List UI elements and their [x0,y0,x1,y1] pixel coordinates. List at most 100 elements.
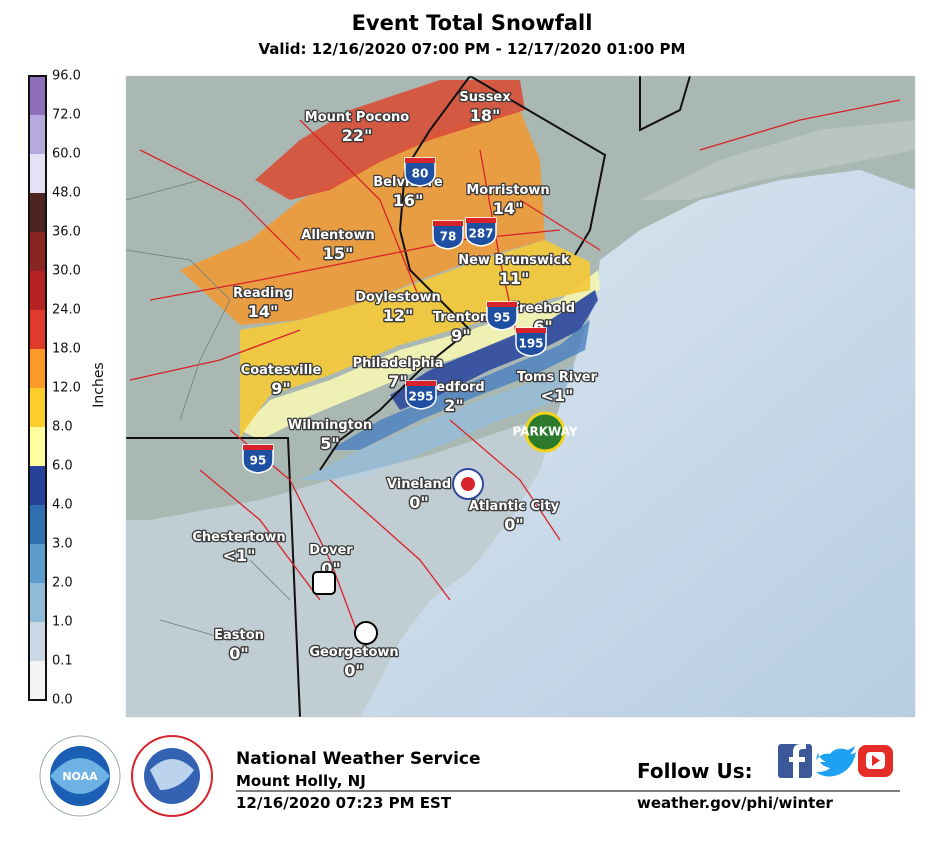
snow-amount: 0" [504,515,523,534]
issued: 12/16/2020 07:23 PM EST [236,794,452,812]
highway [149,119,561,641]
legend-label: Inches [91,362,107,407]
place-name: Easton [214,628,264,643]
nws-logo [131,735,213,817]
legend-tick-label: 0.1 [52,654,73,669]
snow-amount: 14" [248,302,279,321]
snow-amount: 14" [493,199,524,218]
legend-tick-label: 18.0 [52,342,81,357]
snow-amount: <1" [541,386,574,405]
legend-bin [29,622,46,661]
parkway-shield [524,411,566,453]
state-border [469,76,607,256]
interstate-shield [515,327,547,357]
place-name: Mount Pocono [305,110,409,125]
interstate-band [516,328,546,333]
legend-bin [29,544,46,583]
legend-tick-label: 3.0 [52,537,73,552]
nws-marker [452,468,484,500]
legend-tick-label: 1.0 [52,615,73,630]
place-name: Dover [309,543,353,558]
legend-tick-label: 96.0 [52,69,81,84]
place-name: Chestertown [192,530,285,545]
legend-tick-label: 2.0 [52,576,73,591]
legend-tick-label: 4.0 [52,498,73,513]
interstate-band [405,158,435,163]
place-name: Trenton [433,310,489,325]
place-name: Freehold [511,301,575,316]
zone-12-18 [180,110,545,325]
snow-amount: 16" [393,191,424,210]
interstate-band [466,218,496,223]
snow-amount: 11" [499,269,530,288]
zone-4-6 [390,290,598,410]
map: Mount Pocono22"Sussex18"Belvidere16"Morr… [126,76,915,717]
interstate-shield [486,301,518,331]
place-name: Vineland [387,477,451,492]
title: Event Total Snowfall [352,11,593,35]
place-name: New Brunswick [458,253,570,268]
zone-2-4 [330,320,590,450]
place-name: Morristown [466,183,549,198]
interstate-band [433,221,463,226]
legend: Inches 0.0 0.1 1.0 2.0 3.0 4.0 6.0 8.0 12.0 18.0 2… [28,69,107,708]
shield-label: 78 [440,230,457,244]
snow-amount: 0" [409,493,428,512]
state-border [126,437,301,717]
legend-bin [29,76,46,115]
place-name: Medford [423,380,484,395]
interstate-shield [404,157,436,187]
interstate-band [406,381,436,386]
legend-tick-label: 6.0 [52,459,73,474]
zone-8-12 [240,240,590,440]
legend-bin [29,310,46,349]
subtitle: Valid: 12/16/2020 07:00 PM - 12/17/2020 … [259,40,686,58]
legend-tick-label: 60.0 [52,147,81,162]
legend-tick-label: 24.0 [52,303,81,318]
snow-amount: 22" [342,126,373,145]
legend-tick-label: 12.0 [52,381,81,396]
snow-amount: 0" [229,644,248,663]
office: Mount Holly, NJ [236,772,366,790]
legend-bin [29,661,46,700]
long-island [640,120,915,200]
place-name: Wilmington [288,418,372,433]
legend-tick-label: 30.0 [52,264,81,279]
legend-frame [28,75,47,701]
twitter-icon[interactable] [816,746,856,777]
place-name: Philadelphia [353,356,444,371]
zone-18-24 [255,80,525,200]
shield-label: 80 [412,167,429,181]
place-name: Atlantic City [469,499,560,514]
place-name: Coatesville [241,363,322,378]
state-border [639,76,691,132]
interstate-band [243,445,273,450]
shield-label: 13 [316,577,333,591]
highway [129,99,901,601]
snow-amount: 12" [383,306,414,325]
org-name: National Weather Service [236,749,481,769]
facebook-glyph [789,744,806,778]
shield-label: 195 [518,337,543,351]
url[interactable]: weather.gov/phi/winter [637,794,833,812]
logo-text: NOAA [62,770,98,783]
place-name: Sussex [459,90,511,105]
legend-bin [29,115,46,154]
legend-bin [29,349,46,388]
snow-amount: 9" [271,379,290,398]
place-name: Toms River [517,370,598,385]
legend-bin [29,583,46,622]
legend-tick-label: 8.0 [52,420,73,435]
legend-tick-label: 36.0 [52,225,81,240]
snow-amount: 18" [470,106,501,125]
snow-amount: 9" [451,326,470,345]
snow-amount: 15" [323,244,354,263]
legend-bin [29,271,46,310]
shield-label: 1 [362,627,370,641]
zone-1-2 [300,365,575,480]
legend-tick-label: 48.0 [52,186,81,201]
legend-bin [29,388,46,427]
interstate-shield [405,380,437,410]
county-line [126,179,291,641]
shields: 80 78 287 95 195 295 95 13 1 PARKWAY [242,157,578,645]
